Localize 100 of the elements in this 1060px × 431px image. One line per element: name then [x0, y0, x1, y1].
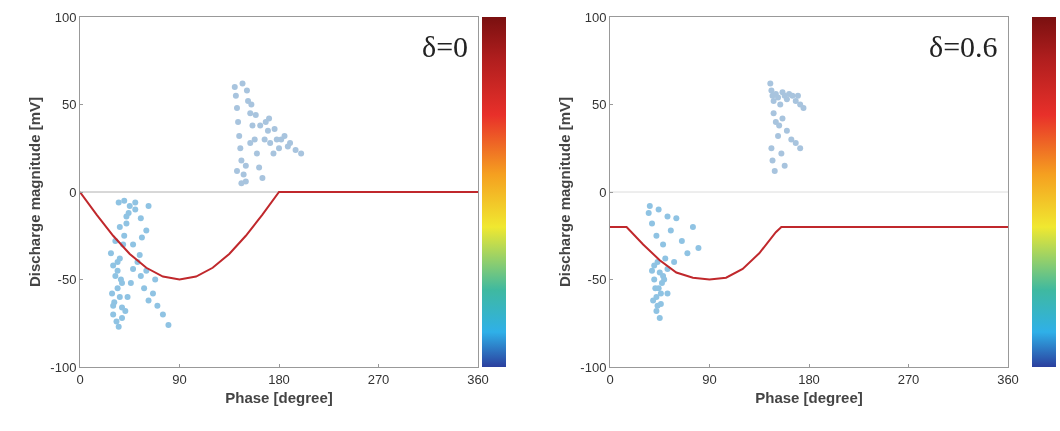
y-tick-label: 50 [591, 97, 607, 113]
point [138, 234, 145, 241]
point [136, 252, 143, 258]
point [276, 145, 282, 152]
point [119, 315, 126, 321]
point [132, 206, 139, 213]
point [237, 145, 244, 152]
x-tick-label: 270 [897, 371, 920, 387]
point [775, 133, 782, 139]
point [684, 250, 691, 257]
point [251, 136, 258, 143]
point [262, 119, 269, 125]
point [235, 119, 242, 125]
point [650, 297, 657, 304]
point [792, 98, 799, 104]
point [114, 267, 121, 274]
point [657, 290, 664, 297]
point [247, 140, 254, 146]
point [233, 168, 240, 174]
x-tick-label: 180 [268, 371, 290, 387]
point [165, 322, 172, 328]
point [769, 157, 776, 164]
point [137, 215, 144, 222]
point [256, 164, 263, 171]
y-tick-label: 50 [61, 97, 77, 113]
point [159, 311, 166, 318]
point [145, 203, 152, 209]
point [673, 215, 680, 222]
point [124, 294, 131, 300]
line-series [610, 226, 1008, 281]
y-tick-label: -50 [587, 272, 607, 288]
y-axis-title: Discharge magnitude [mV] [555, 96, 573, 288]
point [119, 280, 126, 286]
y-tick-label: 0 [599, 184, 607, 200]
point [298, 150, 305, 157]
point [233, 105, 240, 111]
point [661, 276, 668, 283]
point [284, 143, 291, 150]
point [123, 220, 130, 227]
point [115, 323, 122, 330]
point [671, 259, 678, 265]
annotation: δ=0.6 [929, 30, 998, 63]
point [655, 206, 662, 213]
point [664, 290, 671, 297]
x-tick-label: 270 [367, 371, 390, 387]
point [797, 145, 804, 152]
point [112, 273, 119, 279]
point [123, 213, 130, 220]
point [154, 302, 161, 309]
point [257, 122, 264, 129]
point [116, 294, 123, 300]
point [143, 227, 150, 234]
point [778, 150, 785, 157]
point [656, 269, 663, 276]
point [678, 238, 685, 244]
point [107, 250, 114, 257]
point [770, 110, 777, 117]
point [667, 227, 674, 234]
point [110, 311, 117, 318]
point [261, 136, 268, 143]
x-tick-label: 180 [798, 371, 820, 387]
point [267, 140, 274, 146]
point [243, 87, 250, 94]
point [240, 171, 247, 178]
point [132, 199, 139, 206]
point [794, 92, 801, 99]
point [270, 150, 277, 157]
y-tick-label: 0 [69, 184, 77, 200]
y-tick-label: -100 [50, 359, 77, 375]
point [248, 101, 255, 108]
y-tick-label: 100 [584, 9, 607, 25]
point [245, 98, 252, 104]
point [783, 127, 790, 134]
point [645, 210, 652, 216]
point [152, 276, 159, 283]
annotation: δ=0 [422, 30, 469, 63]
point [770, 98, 777, 104]
point [660, 241, 667, 248]
point [238, 180, 245, 187]
point [122, 308, 129, 314]
point [115, 199, 122, 206]
point [781, 162, 788, 169]
point [252, 112, 259, 118]
point [292, 147, 299, 153]
x-tick-label: 90 [702, 371, 717, 387]
point [783, 96, 790, 103]
point [264, 127, 271, 134]
point [664, 213, 671, 220]
point [278, 136, 285, 143]
point [247, 110, 254, 117]
point [271, 126, 278, 132]
point [788, 136, 795, 143]
point [130, 266, 137, 272]
point [116, 224, 123, 230]
point [779, 115, 786, 122]
point [130, 241, 137, 248]
point [792, 140, 799, 146]
point [236, 133, 243, 139]
point [649, 267, 656, 274]
point [127, 280, 134, 286]
